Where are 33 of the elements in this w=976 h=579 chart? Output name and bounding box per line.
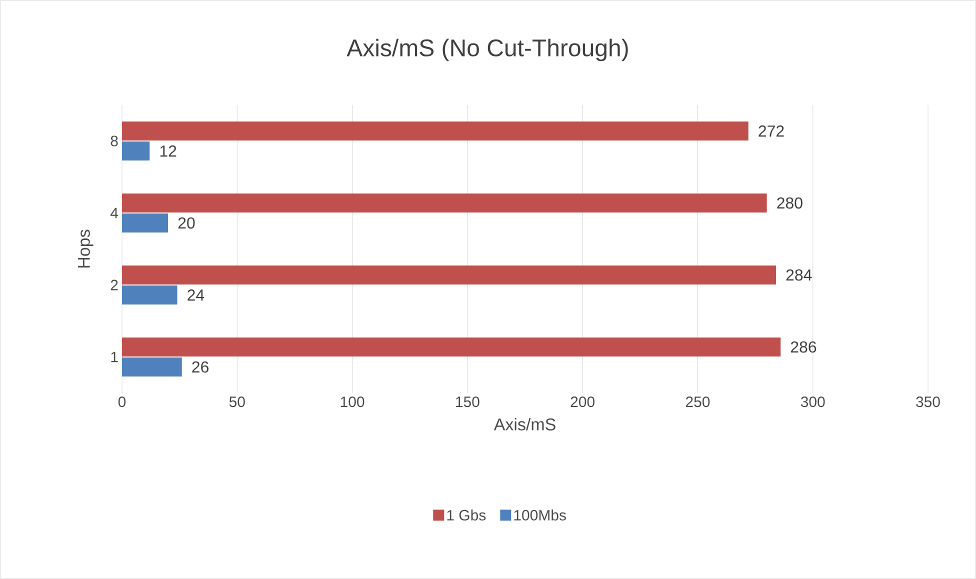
- data-label: 24: [188, 289, 204, 301]
- x-axis-title: Axis/mS: [494, 418, 556, 430]
- bar: [122, 286, 178, 305]
- chart-title: Axis/mS (No Cut-Through): [346, 38, 628, 62]
- bar: [122, 358, 182, 377]
- bar: [122, 122, 748, 141]
- bar: [122, 194, 767, 213]
- data-label: 272: [758, 125, 784, 137]
- bar: [122, 338, 781, 357]
- x-tick-label: 200: [570, 396, 594, 408]
- x-tick-label: 100: [340, 396, 364, 408]
- legend-label: 1 Gbs: [447, 510, 486, 521]
- legend-label: 100Mbs: [514, 510, 566, 521]
- x-tick-label: 50: [229, 396, 245, 408]
- bar: [122, 266, 776, 285]
- bar: [122, 214, 168, 233]
- y-tick-label: 4: [110, 208, 118, 218]
- x-tick-label: 150: [456, 396, 480, 408]
- data-label: 286: [790, 341, 816, 353]
- data-label: 26: [192, 361, 208, 373]
- y-tick-label: 2: [110, 280, 118, 290]
- y-tick-label: 8: [110, 136, 118, 146]
- x-tick-label: 300: [800, 396, 825, 408]
- y-tick-label: 1: [111, 352, 118, 362]
- data-label: 280: [777, 197, 802, 209]
- x-tick-label: 250: [686, 396, 710, 408]
- data-label: 12: [160, 145, 176, 157]
- x-tick-label: 350: [916, 396, 940, 408]
- data-label: 20: [178, 217, 195, 229]
- bar: [122, 142, 150, 161]
- x-tick-label: 0: [118, 396, 126, 408]
- y-axis-title: Hops: [78, 230, 94, 268]
- data-label: 284: [786, 269, 812, 281]
